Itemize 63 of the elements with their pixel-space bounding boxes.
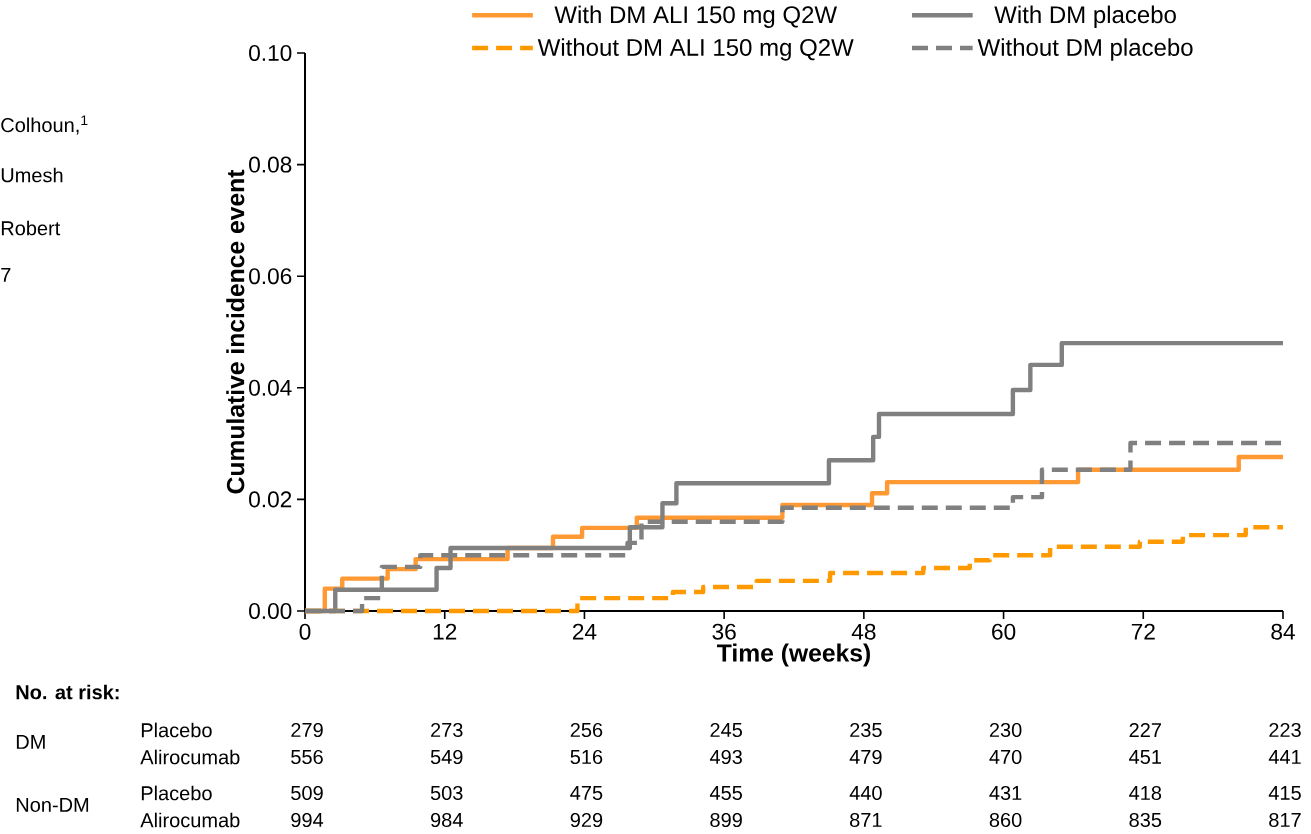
text: 230: [989, 722, 1022, 738]
text: Alirocumab: [140, 812, 240, 828]
y-tick-label: 0.00: [249, 602, 292, 620]
text: 503: [430, 785, 463, 801]
y-tick-label: 0.08: [249, 156, 292, 173]
text: Colhoun,$^{1}$: [1, 115, 88, 135]
text: 479: [849, 749, 882, 765]
x-axis-title: Time (weeks): [717, 643, 870, 667]
x-tick-label: 12: [433, 623, 457, 640]
text: Alirocumab: [140, 749, 240, 765]
text: 273: [431, 722, 463, 738]
text: Umesh: [1, 167, 63, 183]
text: No. at risk:: [16, 684, 119, 700]
text: 475: [570, 786, 603, 800]
y-axis-title: Cumulative incidence event: [226, 169, 245, 494]
text: DM: [16, 735, 45, 749]
text: 451: [1129, 750, 1161, 764]
x-tick-label: 84: [1271, 623, 1295, 640]
y-tick-label: 0.02: [249, 491, 292, 508]
text: 899: [710, 812, 742, 828]
text: 431: [989, 785, 1022, 801]
text: 245: [710, 722, 742, 738]
text: 556: [291, 749, 323, 765]
legend-label: With DM placebo: [994, 5, 1176, 28]
text: Placebo: [141, 785, 212, 801]
x-tick-label: 72: [1131, 623, 1155, 640]
text: 994: [291, 812, 324, 828]
text: 418: [1129, 785, 1162, 801]
x-tick-label: 36: [712, 623, 736, 640]
text: 279: [291, 722, 323, 738]
legend-label: With DM ALI 150 mg Q2W: [554, 5, 837, 28]
text: 860: [989, 812, 1022, 828]
text: 835: [1129, 812, 1162, 828]
y-tick-label: 0.06: [249, 268, 292, 285]
text: 441: [1268, 750, 1301, 764]
text: Robert: [1, 220, 61, 236]
text: 235: [850, 722, 882, 738]
text: Placebo: [141, 722, 212, 738]
x-tick-label: 60: [992, 623, 1016, 640]
text: Non-DM: [16, 798, 89, 812]
text: 223: [1269, 722, 1301, 738]
x-tick-label: 48: [851, 623, 876, 640]
legend-label: Without DM placebo: [977, 38, 1193, 61]
text: 929: [570, 812, 603, 828]
text: 256: [570, 722, 603, 738]
text: 516: [570, 749, 603, 765]
text: 493: [709, 749, 742, 765]
y-tick-label: 0.04: [249, 379, 292, 396]
text: 984: [430, 812, 463, 828]
text: 470: [989, 749, 1022, 765]
text: 455: [709, 786, 742, 800]
text: 7: [1, 268, 11, 282]
text: 549: [430, 749, 463, 765]
legend-label: Without DM ALI 150 mg Q2W: [537, 38, 854, 61]
y-tick-label: 0.10: [249, 44, 292, 62]
x-tick-label: 24: [572, 623, 597, 640]
text: 227: [1129, 723, 1161, 737]
text: 415: [1268, 786, 1301, 800]
x-tick-label: 0: [299, 623, 311, 640]
text: 440: [849, 785, 882, 801]
text: 871: [850, 812, 882, 828]
text: 817: [1269, 812, 1301, 828]
text: 509: [291, 785, 323, 801]
